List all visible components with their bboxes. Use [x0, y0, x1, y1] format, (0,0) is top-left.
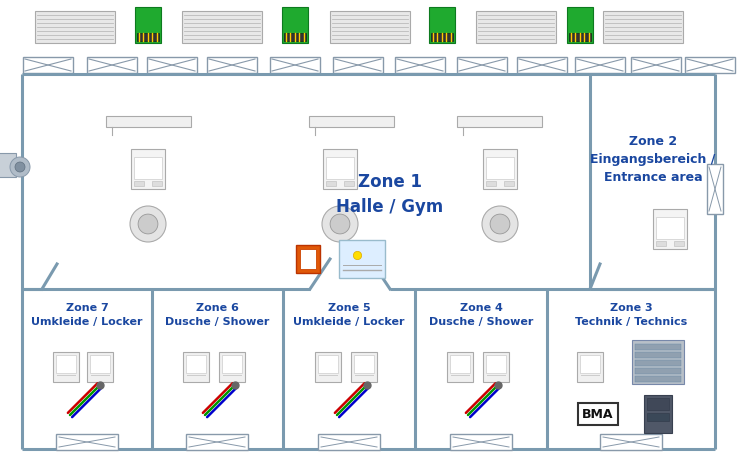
Bar — [35, 12, 115, 44]
Circle shape — [15, 163, 25, 173]
Bar — [635, 368, 681, 374]
Bar — [23, 58, 73, 74]
Circle shape — [330, 215, 350, 234]
Bar — [486, 158, 514, 180]
Bar — [486, 355, 506, 373]
Bar — [270, 58, 320, 74]
Bar — [647, 413, 669, 421]
Bar — [182, 12, 262, 44]
Bar — [600, 434, 662, 450]
Bar — [0, 154, 16, 178]
Bar — [351, 352, 377, 382]
Bar — [483, 352, 509, 382]
Bar — [656, 218, 684, 239]
Text: Zone 5
Umkleide / Locker: Zone 5 Umkleide / Locker — [293, 302, 405, 326]
Bar — [56, 355, 76, 373]
Bar — [635, 376, 681, 382]
Bar — [635, 344, 681, 350]
Bar — [183, 352, 209, 382]
Bar — [87, 58, 137, 74]
Bar — [87, 352, 113, 382]
Bar — [603, 12, 683, 44]
Bar — [354, 355, 374, 373]
Text: Zone 3
Technik / Technics: Zone 3 Technik / Technics — [575, 302, 687, 326]
Bar — [707, 165, 723, 214]
Bar — [635, 360, 681, 366]
Bar — [315, 352, 341, 382]
Bar — [134, 158, 162, 180]
Bar — [326, 181, 336, 187]
Bar — [135, 8, 161, 44]
Text: Zone 1
Halle / Gym: Zone 1 Halle / Gym — [336, 173, 444, 216]
Bar — [476, 12, 556, 44]
Bar — [685, 58, 735, 74]
Bar — [635, 352, 681, 358]
Bar — [318, 434, 380, 450]
Bar — [344, 181, 354, 187]
Bar — [458, 116, 542, 127]
Bar — [282, 8, 308, 44]
Bar — [483, 150, 517, 189]
Bar — [105, 116, 190, 127]
Circle shape — [10, 158, 30, 178]
Circle shape — [482, 206, 518, 243]
Bar — [450, 434, 512, 450]
Bar — [330, 12, 410, 44]
Bar — [653, 210, 687, 250]
Bar — [284, 34, 306, 42]
Bar — [517, 58, 567, 74]
Bar — [296, 245, 320, 274]
Bar — [567, 8, 593, 44]
Bar — [674, 242, 684, 246]
Bar — [631, 58, 681, 74]
Text: Zone 2
Eingangsbereich /
Entrance area: Zone 2 Eingangsbereich / Entrance area — [590, 135, 716, 184]
Bar — [457, 58, 507, 74]
Bar — [647, 398, 669, 410]
Text: Zone 7
Umkleide / Locker: Zone 7 Umkleide / Locker — [31, 302, 143, 326]
Bar — [486, 181, 496, 187]
Bar — [575, 58, 625, 74]
Bar — [310, 116, 394, 127]
Text: Zone 6
Dusche / Shower: Zone 6 Dusche / Shower — [165, 302, 269, 326]
Circle shape — [490, 215, 510, 234]
Bar — [131, 150, 165, 189]
Bar — [323, 150, 357, 189]
Bar — [656, 242, 666, 246]
Bar — [186, 355, 206, 373]
Bar — [504, 181, 514, 187]
Bar — [137, 34, 159, 42]
Circle shape — [322, 206, 358, 243]
Bar — [186, 434, 248, 450]
Bar — [395, 58, 445, 74]
Bar — [578, 403, 618, 425]
Bar — [222, 355, 242, 373]
Bar — [318, 355, 338, 373]
Bar — [90, 355, 110, 373]
Circle shape — [130, 206, 166, 243]
Bar — [447, 352, 473, 382]
Circle shape — [138, 215, 158, 234]
Bar — [339, 240, 385, 278]
Bar — [644, 395, 672, 433]
Bar — [580, 355, 600, 373]
Bar — [147, 58, 197, 74]
Bar — [134, 181, 144, 187]
Bar — [53, 352, 79, 382]
Bar — [152, 181, 162, 187]
Bar — [431, 34, 453, 42]
Bar — [429, 8, 455, 44]
Bar — [333, 58, 383, 74]
Bar — [577, 352, 603, 382]
Bar — [207, 58, 257, 74]
Bar — [450, 355, 470, 373]
Bar — [300, 250, 316, 269]
Bar — [632, 340, 684, 384]
Bar — [569, 34, 591, 42]
Text: BMA: BMA — [582, 407, 614, 420]
Bar — [326, 158, 354, 180]
Bar — [56, 434, 118, 450]
Text: Zone 4
Dusche / Shower: Zone 4 Dusche / Shower — [429, 302, 533, 326]
Bar — [219, 352, 245, 382]
